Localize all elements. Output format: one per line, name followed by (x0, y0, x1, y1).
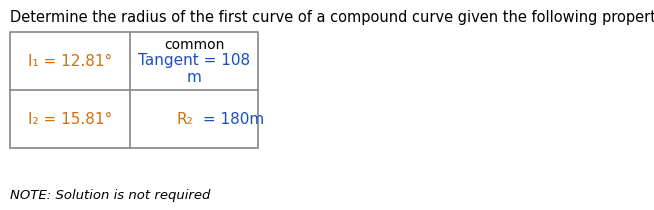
Bar (10, 32, 258, 148)
Text: Tangent = 108: Tangent = 108 (138, 54, 250, 68)
Text: I₂ = 15.81°: I₂ = 15.81° (28, 112, 112, 126)
Text: = 180m: = 180m (198, 112, 264, 126)
Text: Determine the radius of the first curve of a compound curve given the following : Determine the radius of the first curve … (10, 10, 654, 25)
Text: NOTE: Solution is not required: NOTE: Solution is not required (10, 189, 211, 202)
Text: common: common (164, 38, 224, 52)
Text: m: m (186, 70, 201, 84)
Text: I₁ = 12.81°: I₁ = 12.81° (28, 54, 112, 68)
Text: R₂: R₂ (176, 112, 193, 126)
